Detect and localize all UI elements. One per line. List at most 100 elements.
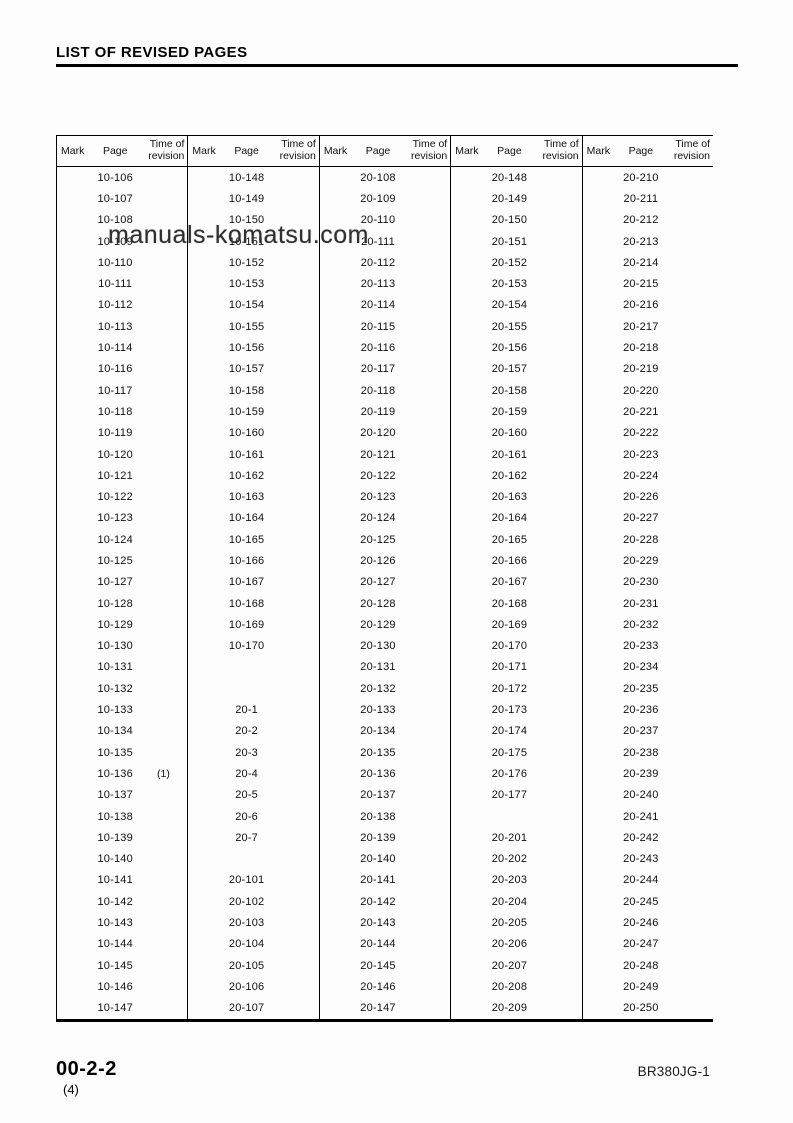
table-row: 20-233 — [583, 636, 713, 657]
page-cell: 20-116 — [360, 342, 396, 355]
page-cell: 20-125 — [360, 533, 396, 546]
table-row: 20-156 — [451, 337, 581, 358]
table-row: 20-106 — [188, 976, 318, 997]
page-cell: 10-155 — [228, 320, 265, 333]
table-row: 20-148 — [451, 167, 581, 188]
table-row: 10-116 — [57, 359, 187, 380]
table-row: 10-131 — [57, 657, 187, 678]
page-cell: 20-144 — [360, 938, 396, 951]
table-row: 20-176 — [451, 763, 581, 784]
table-row: 20-230 — [583, 572, 713, 593]
table-row: 20-167 — [451, 572, 581, 593]
table-row: 20-125 — [320, 529, 450, 550]
table-row: 20-212 — [583, 210, 713, 231]
table-row: 10-145 — [57, 955, 187, 976]
page-cell: 20-168 — [491, 597, 528, 610]
page-cell: 20-127 — [360, 576, 396, 589]
table-row — [188, 657, 318, 678]
page-cell: 10-118 — [97, 405, 133, 418]
table-row: 20-105 — [188, 955, 318, 976]
page-cell: 20-110 — [360, 214, 396, 227]
table-row: 20-208 — [451, 976, 581, 997]
table-row: 20-162 — [451, 465, 581, 486]
table-row: 10-169 — [188, 614, 318, 635]
table-row: 20-142 — [320, 891, 450, 912]
page-cell: 20-169 — [491, 618, 528, 631]
title-underline — [56, 64, 738, 67]
page-cell: 10-142 — [97, 895, 133, 908]
page-cell: 10-113 — [97, 320, 133, 333]
page-cell: 20-4 — [235, 767, 259, 780]
table-row: 20-124 — [320, 508, 450, 529]
table-row: 20-235 — [583, 678, 713, 699]
table-row: 20-224 — [583, 465, 713, 486]
column-header-time-of-revision: Time of revision — [148, 138, 185, 162]
table-row: 10-154 — [188, 295, 318, 316]
page-cell: 20-129 — [360, 618, 396, 631]
page-cell: 20-3 — [235, 746, 259, 759]
table-row: 20-169 — [451, 614, 581, 635]
table-row: 10-153 — [188, 273, 318, 294]
page-cell: 20-241 — [623, 810, 659, 823]
table-row: 20-110 — [320, 210, 450, 231]
table-row: 10-111 — [57, 273, 187, 294]
page-cell: 10-108 — [97, 214, 133, 227]
table-row: 20-171 — [451, 657, 581, 678]
table-row: 10-110 — [57, 252, 187, 273]
table-row: 10-157 — [188, 359, 318, 380]
page-cell: 20-137 — [360, 789, 396, 802]
page-cell: 20-208 — [491, 980, 528, 993]
page-cell: 20-163 — [491, 491, 528, 504]
table-row: 10-119 — [57, 423, 187, 444]
page-cell: 20-104 — [228, 938, 265, 951]
page-cell: 20-139 — [360, 831, 396, 844]
table-row: 10-109 — [57, 231, 187, 252]
page-cell: 20-109 — [360, 192, 396, 205]
page-cell: 10-117 — [97, 384, 133, 397]
table-row: 20-115 — [320, 316, 450, 337]
page-cell: 10-136 — [97, 767, 133, 780]
page-cell: 10-121 — [97, 469, 133, 482]
page-cell: 20-115 — [360, 320, 396, 333]
column-group: Mark Page Time of revision 20-148 20-149 20-1… — [450, 136, 582, 1019]
page-cell: 10-148 — [228, 171, 265, 184]
table-row: 20-123 — [320, 486, 450, 507]
page-cell: 10-129 — [97, 618, 133, 631]
page-cell: 20-143 — [360, 917, 396, 930]
page-cell: 20-174 — [491, 725, 528, 738]
page-cell: 10-125 — [97, 554, 133, 567]
table-row: 20-113 — [320, 273, 450, 294]
revision-cell: (1) — [156, 767, 170, 780]
table-row: 10-166 — [188, 550, 318, 571]
table-row — [188, 849, 318, 870]
table-row: 10-165 — [188, 529, 318, 550]
table-row: 20-150 — [451, 210, 581, 231]
watermark: manuals-komatsu.com — [108, 221, 369, 249]
page-cell: 10-106 — [97, 171, 133, 184]
table-row — [451, 806, 581, 827]
table-row: 10-125 — [57, 550, 187, 571]
revision-table: Mark Page Time of revision 10-106 10-107 10-1… — [56, 135, 714, 1022]
table-row: 20-7 — [188, 827, 318, 848]
table-row: 20-163 — [451, 486, 581, 507]
page-cell: 10-162 — [228, 469, 265, 482]
footer-revision-count: (4) — [63, 1082, 79, 1097]
table-row: 20-146 — [320, 976, 450, 997]
table-row: 20-228 — [583, 529, 713, 550]
page-cell: 20-134 — [360, 725, 396, 738]
page-cell: 20-5 — [235, 789, 259, 802]
table-row: 20-109 — [320, 188, 450, 209]
column-header-mark: Mark — [61, 145, 85, 157]
table-row: 10-137 — [57, 785, 187, 806]
table-row: 20-2 — [188, 721, 318, 742]
page-cell: 20-248 — [623, 959, 659, 972]
table-row: 10-141 — [57, 870, 187, 891]
table-row: 20-226 — [583, 486, 713, 507]
page-cell: 20-209 — [491, 1002, 528, 1015]
page-title: LIST OF REVISED PAGES — [56, 44, 248, 61]
page-cell: 20-239 — [623, 767, 659, 780]
page-cell: 20-246 — [623, 917, 659, 930]
table-row: 20-144 — [320, 934, 450, 955]
page-cell: 20-211 — [623, 192, 659, 205]
page-cell: 20-214 — [623, 256, 659, 269]
